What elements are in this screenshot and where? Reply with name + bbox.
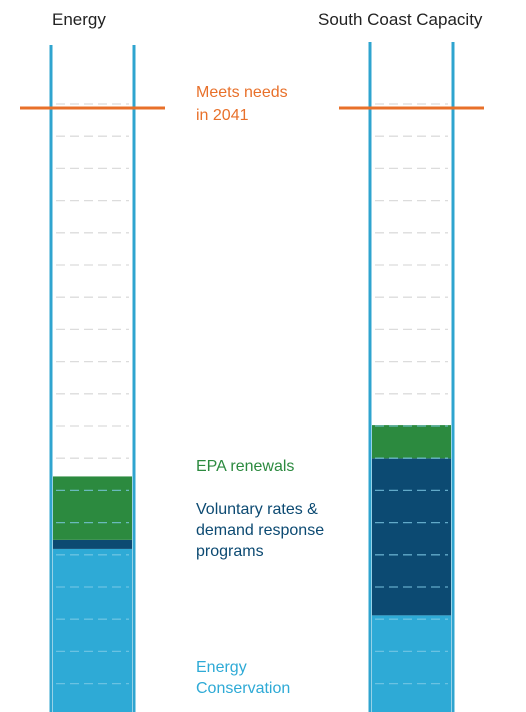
column-title-energy: Energy <box>52 10 106 29</box>
bar-segment-energy-voluntary <box>53 539 132 549</box>
conservation-label-line-1: Energy <box>196 659 247 676</box>
legend-label-voluntary-rates: Voluntary rates & demand response progra… <box>196 501 329 560</box>
legend-label-energy-conservation: Energy Conservation <box>196 659 290 697</box>
voluntary-label-line-1: Voluntary rates & <box>196 501 318 518</box>
conservation-label-line-2: Conservation <box>196 680 290 697</box>
epa-label-line-1: EPA renewals <box>196 458 294 475</box>
bar-segment-energy-epa <box>53 476 132 540</box>
bar-segments-layer <box>53 425 451 712</box>
legend-label-epa-renewals: EPA renewals <box>196 458 294 475</box>
target-label: Meets needs in 2041 <box>196 84 292 124</box>
bar-segment-south-coast-voluntary <box>372 458 451 616</box>
bar-segment-south-coast-conservation <box>372 615 451 712</box>
bar-segment-south-coast-epa <box>372 425 451 459</box>
voluntary-label-line-3: programs <box>196 543 264 560</box>
target-label-line-2: in 2041 <box>196 107 249 124</box>
tick-lines-layer <box>56 103 448 459</box>
voluntary-label-line-2: demand response <box>196 522 324 539</box>
bar-segment-energy-conservation <box>53 548 132 712</box>
dash-overlay-layer <box>56 425 448 685</box>
tube-walls-layer <box>49 42 455 712</box>
column-title-south-coast-capacity: South Coast Capacity <box>318 10 483 29</box>
target-label-line-1: Meets needs <box>196 84 288 101</box>
